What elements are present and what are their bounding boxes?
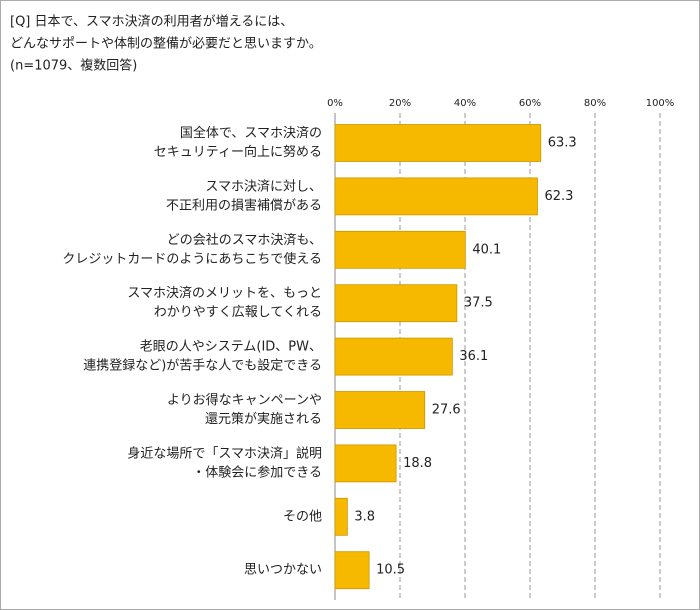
bar xyxy=(334,444,397,483)
y-tick-label: 思いつかない xyxy=(244,563,322,578)
bar xyxy=(334,177,538,216)
y-tick-label: スマホ決済に対し、 xyxy=(205,178,322,194)
value-label: 18.8 xyxy=(403,456,432,471)
bar xyxy=(334,551,370,590)
y-tick-label: 国全体で、スマホ決済の xyxy=(180,125,322,141)
value-label: 36.1 xyxy=(459,349,488,364)
value-label: 37.5 xyxy=(464,296,493,311)
y-tick-label: ・体験会に参加できる xyxy=(192,464,322,480)
value-label: 10.5 xyxy=(376,563,405,578)
x-tick-label: 80% xyxy=(584,98,606,109)
value-label: 27.6 xyxy=(432,403,461,418)
value-label: 3.8 xyxy=(354,509,375,524)
chart-subtitle: (n=1079、複数回答) xyxy=(10,58,137,74)
y-tick-label: どの会社のスマホ決済も、 xyxy=(167,232,322,248)
y-tick-label: 身近な場所で「スマホ決済」説明 xyxy=(127,445,322,461)
bar xyxy=(334,230,466,269)
x-tick-label: 0% xyxy=(327,98,343,109)
bar xyxy=(334,337,453,376)
value-label: 63.3 xyxy=(548,136,577,151)
y-tick-label: その他 xyxy=(283,509,322,524)
x-tick-label: 60% xyxy=(519,98,541,109)
y-tick-label: スマホ決済のメリットを、もっと xyxy=(127,285,322,301)
x-tick-label: 40% xyxy=(454,98,476,109)
bar xyxy=(334,124,542,162)
y-tick-label: よりお得なキャンペーンや xyxy=(167,392,322,408)
y-tick-label: 還元策が実施される xyxy=(205,411,322,427)
x-tick-label: 20% xyxy=(389,98,411,109)
x-tick-label: 100% xyxy=(646,98,675,109)
value-label: 40.1 xyxy=(472,242,501,257)
chart-title: どんなサポートや体制の整備が必要だと思いますか。 xyxy=(10,36,322,52)
y-tick-label: わかりやすく広報してくれる xyxy=(154,305,322,320)
y-tick-label: セキュリティー向上に努める xyxy=(154,144,322,160)
y-tick-label: 連携登録など)が苦手な人でも設定できる xyxy=(83,358,322,374)
value-label: 62.3 xyxy=(544,189,573,204)
chart-title: [Q] 日本で、スマホ決済の利用者が増えるには、 xyxy=(10,14,293,30)
bar xyxy=(334,391,426,429)
bar xyxy=(334,284,458,323)
bar xyxy=(334,497,348,536)
y-tick-label: クレジットカードのようにあちこちで使える xyxy=(62,251,322,267)
y-tick-label: 不正利用の損害補償がある xyxy=(166,197,322,213)
y-tick-label: 老眼の人やシステム(ID、PW、 xyxy=(140,340,322,355)
